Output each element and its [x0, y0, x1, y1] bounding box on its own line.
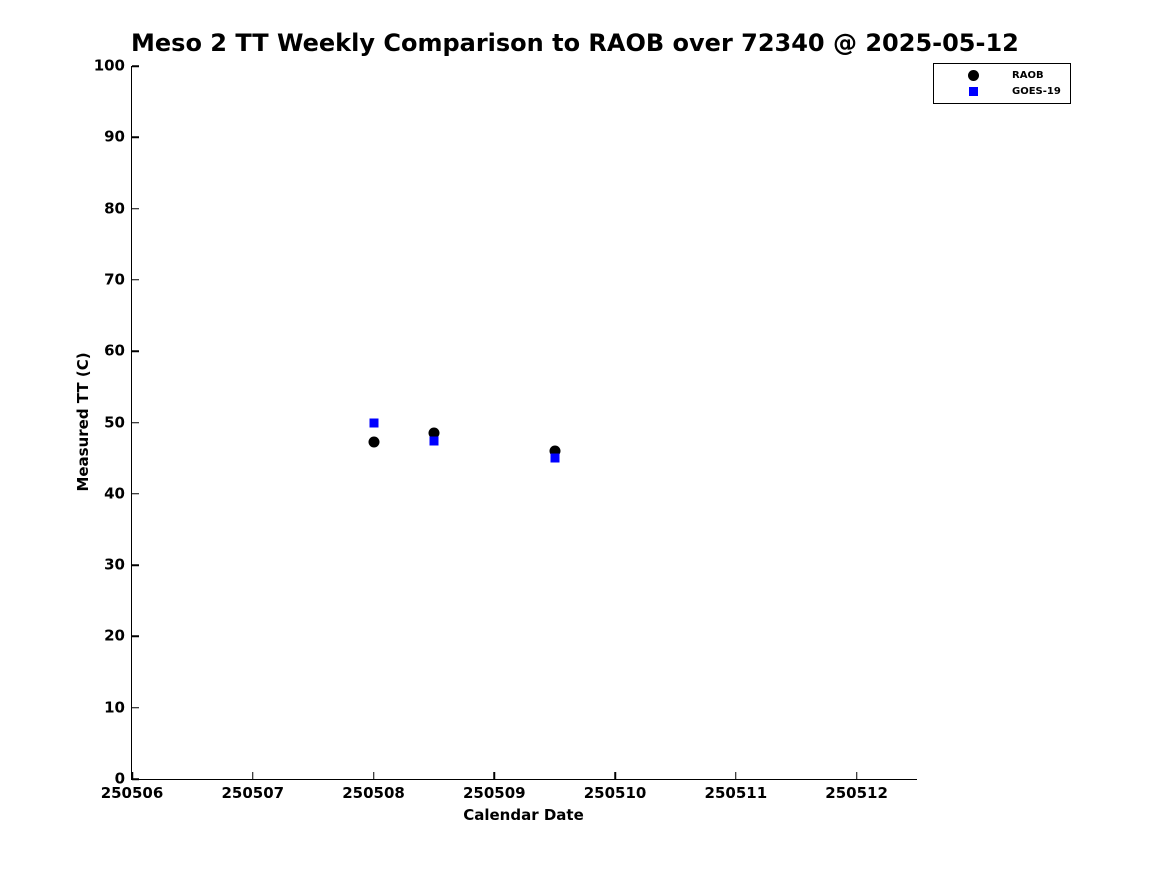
legend-marker-column	[934, 69, 1012, 81]
data-point-raob	[368, 436, 380, 448]
y-tick	[132, 207, 139, 210]
y-tick	[132, 493, 139, 495]
y-tick-label: 0	[114, 769, 125, 788]
y-tick-label: 100	[93, 56, 125, 75]
y-tick-label: 90	[104, 127, 125, 146]
y-tick-label: 60	[104, 341, 125, 360]
y-tick-label: 10	[104, 698, 125, 717]
y-tick-label: 20	[104, 627, 125, 646]
plot-area: 0 10 20 30 40 50 60 70 80 90 100 250506 250507 250508…	[94, 57, 917, 802]
y-tick-label: 80	[104, 199, 125, 218]
legend-marker-column	[934, 86, 1012, 96]
y-tick	[132, 564, 139, 566]
legend-entry-raob: RAOB	[934, 67, 1070, 83]
legend-goes-19-square-icon	[968, 86, 978, 96]
y-tick-label: 40	[104, 484, 125, 503]
data-point-goes-19	[369, 418, 379, 428]
data-point-goes-19	[550, 453, 560, 463]
legend-entry-goes-19: GOES-19	[934, 83, 1070, 99]
y-tick-label: 50	[104, 413, 125, 432]
y-axis-label: Measured TT (C)	[74, 352, 92, 492]
x-tick-label: 250510	[583, 784, 647, 802]
x-tick	[493, 772, 496, 779]
x-tick	[735, 772, 737, 779]
x-tick-label: 250511	[704, 784, 768, 802]
x-tick-label: 250509	[462, 784, 526, 802]
x-tick	[131, 772, 133, 779]
y-tick	[132, 350, 139, 352]
x-tick-label: 250508	[342, 784, 405, 802]
x-tick	[372, 772, 375, 779]
legend-label: GOES-19	[1012, 85, 1061, 97]
legend-raob-circle-icon	[967, 69, 979, 81]
y-tick-label: 70	[104, 270, 125, 289]
y-tick	[132, 421, 139, 424]
legend: RAOB GOES-19	[933, 63, 1071, 104]
x-tick-label: 250507	[221, 784, 285, 802]
y-tick	[132, 635, 139, 638]
data-point-raob	[428, 427, 440, 439]
legend-label: RAOB	[1012, 69, 1044, 81]
y-tick	[132, 279, 139, 281]
y-tick-label: 30	[104, 555, 125, 574]
data-point-raob	[549, 445, 561, 457]
y-tick	[132, 778, 139, 780]
y-tick	[132, 706, 139, 709]
x-tick	[252, 772, 254, 779]
x-axis-label: Calendar Date	[463, 806, 584, 824]
y-tick	[132, 136, 139, 139]
y-tick	[132, 65, 139, 67]
x-tick	[855, 772, 858, 779]
chart-title: Meso 2 TT Weekly Comparison to RAOB over…	[131, 29, 1019, 57]
x-tick-label: 250512	[825, 784, 888, 802]
x-tick	[614, 772, 616, 779]
x-tick-label: 250506	[100, 784, 164, 802]
data-point-goes-19	[429, 436, 439, 446]
